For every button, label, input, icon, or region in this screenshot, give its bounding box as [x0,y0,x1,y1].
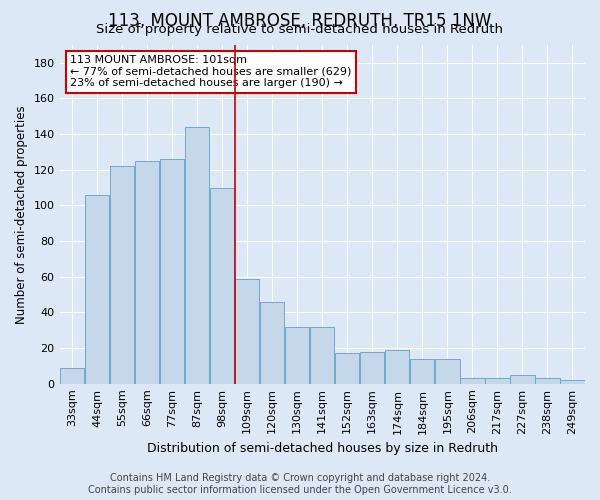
Text: 113 MOUNT AMBROSE: 101sqm
← 77% of semi-detached houses are smaller (629)
23% of: 113 MOUNT AMBROSE: 101sqm ← 77% of semi-… [70,55,352,88]
Bar [511,375,535,384]
Text: Size of property relative to semi-detached houses in Redruth: Size of property relative to semi-detach… [97,22,503,36]
Bar [460,378,485,384]
Bar [485,378,509,384]
Bar [535,378,560,384]
X-axis label: Distribution of semi-detached houses by size in Redruth: Distribution of semi-detached houses by … [147,442,498,455]
Bar [235,278,259,384]
Bar [135,161,159,384]
Y-axis label: Number of semi-detached properties: Number of semi-detached properties [15,105,28,324]
Bar [385,350,409,384]
Bar [85,194,109,384]
Bar [335,354,359,384]
Bar [410,358,434,384]
Bar [210,188,235,384]
Bar [285,326,310,384]
Bar [60,368,84,384]
Bar [160,159,184,384]
Text: Contains HM Land Registry data © Crown copyright and database right 2024.
Contai: Contains HM Land Registry data © Crown c… [88,474,512,495]
Bar [110,166,134,384]
Bar [185,127,209,384]
Bar [435,358,460,384]
Bar [560,380,584,384]
Bar [260,302,284,384]
Bar [360,352,385,384]
Text: 113, MOUNT AMBROSE, REDRUTH, TR15 1NW: 113, MOUNT AMBROSE, REDRUTH, TR15 1NW [109,12,491,30]
Bar [310,326,334,384]
